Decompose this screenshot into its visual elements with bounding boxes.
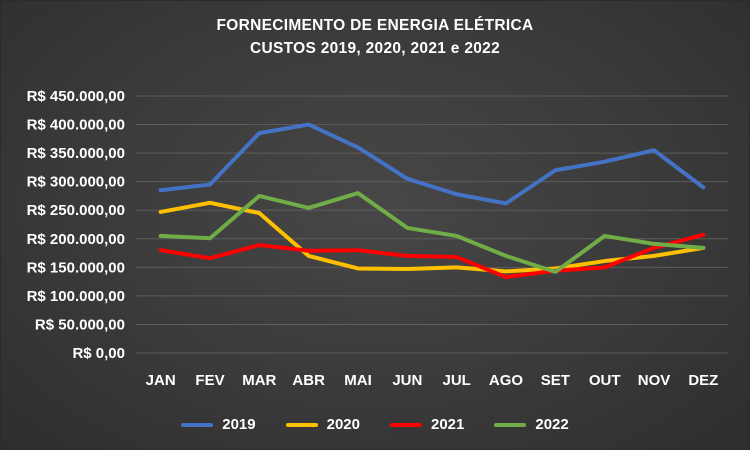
legend-item-2021: 2021 (390, 416, 464, 433)
legend-label-2019: 2019 (222, 416, 256, 433)
y-axis-tick-label: R$ 250.000,00 (27, 202, 125, 219)
x-axis-tick-label: OUT (589, 372, 621, 389)
x-axis-tick-label: ABR (292, 372, 325, 389)
y-axis-tick-label: R$ 300.000,00 (27, 174, 125, 191)
legend-item-2019: 2019 (181, 416, 256, 433)
chart-title-line2: CUSTOS 2019, 2020, 2021 e 2022 (250, 40, 500, 57)
chart-title: FORNECIMENTO DE ENERGIA ELÉTRICA CUSTOS … (1, 14, 749, 60)
y-axis-tick-label: R$ 450.000,00 (27, 88, 125, 105)
legend-swatch-2019 (181, 422, 214, 427)
legend-label-2020: 2020 (326, 416, 360, 433)
y-axis-tick-label: R$ 0,00 (72, 345, 125, 362)
legend-swatch-2020 (285, 422, 318, 427)
y-axis-tick-label: R$ 200.000,00 (27, 231, 125, 248)
y-axis-tick-label: R$ 100.000,00 (27, 288, 125, 305)
legend-swatch-2022 (494, 422, 527, 427)
x-axis-tick-label: MAI (344, 372, 372, 389)
y-axis-tick-label: R$ 150.000,00 (27, 259, 125, 276)
series-line-2020 (158, 200, 706, 274)
series-line-2022 (158, 191, 706, 274)
x-axis-tick-label: AGO (489, 372, 524, 389)
x-axis-tick-label: MAR (242, 372, 276, 389)
legend-label-2021: 2021 (431, 416, 465, 433)
x-axis-tick-label: DEZ (688, 372, 718, 389)
series-line-2019 (158, 122, 706, 206)
x-axis-tick-label: NOV (638, 372, 671, 389)
legend-item-2020: 2020 (285, 416, 360, 433)
y-axis-tick-label: R$ 400.000,00 (27, 117, 125, 134)
series-line-2021 (158, 232, 706, 280)
x-axis-tick-label: JUN (392, 372, 422, 389)
chart-legend: 2019 2020 2021 2022 (1, 416, 749, 433)
x-axis-tick-label: JAN (146, 372, 176, 389)
x-axis-tick-label: SET (541, 372, 570, 389)
x-axis-tick-label: JUL (442, 372, 470, 389)
chart-title-line1: FORNECIMENTO DE ENERGIA ELÉTRICA (216, 17, 534, 34)
legend-item-2022: 2022 (494, 416, 569, 433)
legend-swatch-2021 (390, 422, 422, 427)
y-axis-tick-label: R$ 350.000,00 (27, 145, 125, 162)
x-axis-tick-label: FEV (195, 372, 224, 389)
y-axis-tick-label: R$ 50.000,00 (35, 316, 125, 333)
legend-label-2022: 2022 (535, 416, 569, 433)
